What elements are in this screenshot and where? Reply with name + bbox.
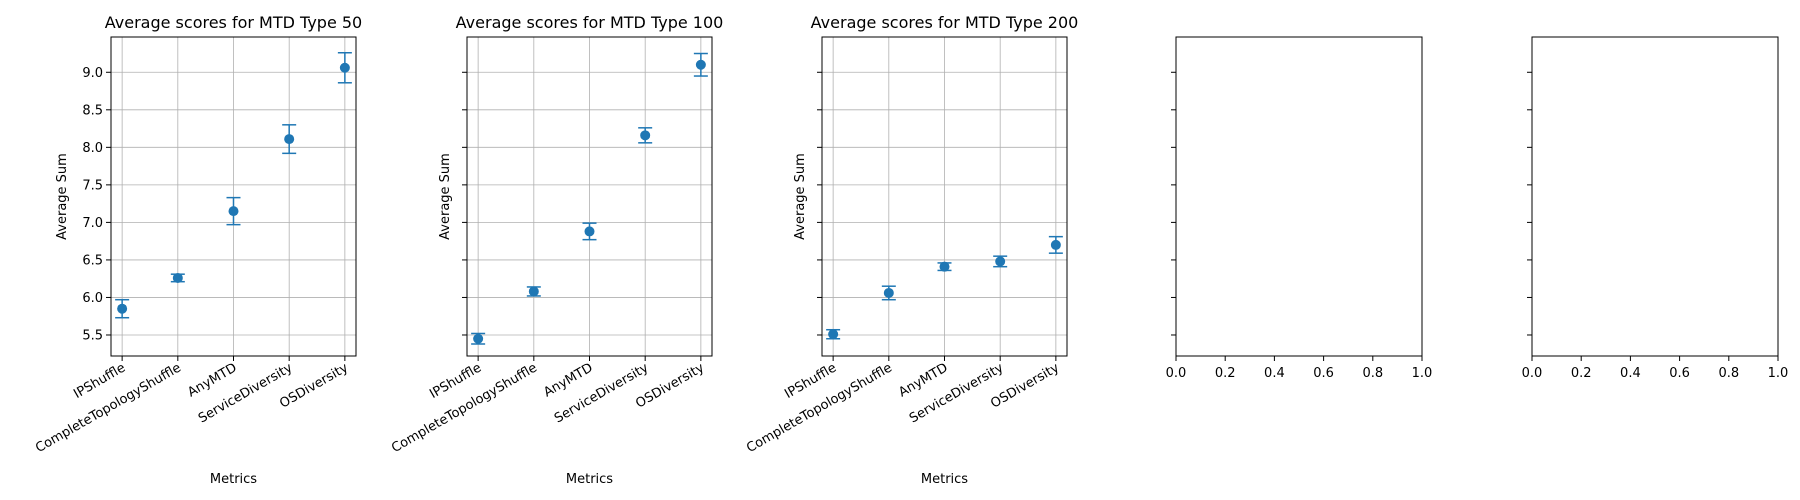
y-tick-label: 6.0 (82, 291, 103, 306)
x-tick-label: 0.8 (1362, 366, 1383, 381)
plot-frame (821, 36, 1068, 357)
chart-title: Average scores for MTD Type 100 (456, 13, 724, 32)
data-point (695, 59, 706, 70)
data-point (1050, 239, 1061, 250)
plot-frame (1175, 36, 1423, 357)
y-tick-label: 8.0 (82, 141, 103, 156)
data-point (284, 134, 295, 145)
data-point (528, 286, 539, 297)
data-point (828, 329, 839, 340)
data-point (473, 333, 484, 344)
x-tick-label: 0.2 (1215, 366, 1236, 381)
x-tick-label: 0.0 (1522, 366, 1543, 381)
chart-title: Average scores for MTD Type 50 (105, 13, 362, 32)
data-point (584, 226, 595, 237)
plot-frame (1531, 36, 1779, 357)
x-tick-label: ServiceDiversity (552, 360, 651, 426)
y-tick-label: 7.5 (82, 178, 103, 193)
x-tick-label: 1.0 (1768, 366, 1789, 381)
x-tick-label: 1.0 (1412, 366, 1433, 381)
x-axis-label: Metrics (566, 472, 613, 487)
y-tick-label: 8.5 (82, 103, 103, 118)
x-tick-label: 0.4 (1264, 366, 1285, 381)
plot-frame (110, 36, 357, 357)
data-point (883, 287, 894, 298)
x-tick-label: 0.6 (1669, 366, 1690, 381)
subplot-4: 0.0 0.2 0.4 0.6 0.8 1.0 (1166, 36, 1433, 381)
x-tick-label: 0.4 (1620, 366, 1641, 381)
y-axis-label: Average Sum (438, 153, 453, 240)
x-tick-label: 0.8 (1718, 366, 1739, 381)
y-tick-label: 6.5 (82, 253, 103, 268)
y-axis-label: Average Sum (793, 153, 808, 240)
data-point (939, 261, 950, 272)
x-tick-label: ServiceDiversity (907, 360, 1006, 426)
x-tick-label: 0.0 (1166, 366, 1187, 381)
data-point (172, 272, 183, 283)
subplot-5: 0.0 0.2 0.4 0.6 0.8 1.0 (1522, 36, 1789, 381)
y-tick-label: 5.5 (82, 328, 103, 343)
x-tick-label: ServiceDiversity (196, 360, 295, 426)
data-point (117, 303, 128, 314)
data-point (228, 206, 239, 217)
x-axis-label: Metrics (210, 472, 257, 487)
data-point (339, 62, 350, 73)
subplot-1: 5.56.06.57.07.58.08.59.0IPShuffleComplet… (33, 13, 362, 487)
data-point (640, 130, 651, 141)
y-axis-label: Average Sum (55, 153, 70, 240)
y-tick-label: 7.0 (82, 216, 103, 231)
y-tick-label: 9.0 (82, 66, 103, 81)
x-tick-label: 0.6 (1313, 366, 1334, 381)
plot-frame (466, 36, 713, 357)
chart-title: Average scores for MTD Type 200 (811, 13, 1079, 32)
data-point (995, 256, 1006, 267)
x-axis-label: Metrics (921, 472, 968, 487)
x-tick-label: 0.2 (1571, 366, 1592, 381)
